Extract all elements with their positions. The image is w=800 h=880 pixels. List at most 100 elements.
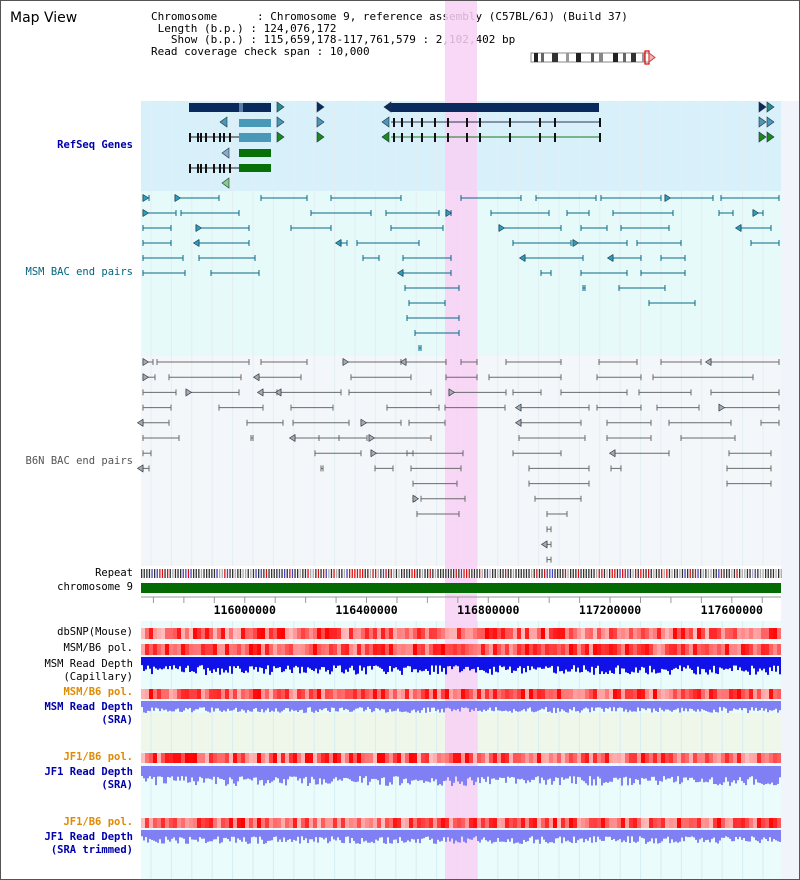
msm-depth-capillary-bar	[527, 657, 529, 666]
jf1-b6-pol-strip-cell	[437, 753, 441, 763]
jf1-depth-sra-bar	[491, 766, 493, 779]
dbsnp-strip-cell	[533, 628, 537, 639]
msm-b6-pol-strip-2-cell	[205, 689, 209, 699]
msm-depth-capillary-bar	[779, 657, 781, 675]
dbsnp-strip-cell	[181, 628, 185, 639]
jf1-depth-trimmed-bar	[281, 830, 283, 842]
jf1-b6-pol-strip-cell	[733, 753, 737, 763]
msm-b6-pol-strip-2-cell	[757, 689, 761, 699]
msm-depth-capillary-bar	[621, 657, 623, 669]
b6n-bac-pair-arrow	[136, 464, 144, 473]
dbsnp-strip-cell	[329, 628, 333, 639]
msm-b6-pol-strip-cell	[153, 644, 157, 655]
msm-depth-capillary-bar	[693, 657, 695, 674]
jf1-depth-sra-bar	[681, 766, 683, 783]
jf1-b6-pol-strip-cell	[653, 753, 657, 763]
msm-b6-pol-strip-2-cell	[253, 689, 257, 699]
jf1-depth-trimmed-bar	[537, 830, 539, 840]
jf1-depth-sra-bar	[495, 766, 497, 780]
jf1-b6-pol-strip-cell	[321, 753, 325, 763]
msm-depth-sra-bar	[327, 701, 329, 711]
msm-depth-capillary-bar	[295, 657, 297, 666]
jf1-b6-pol-strip-2-cell	[341, 818, 345, 828]
jf1-b6-pol-strip-2-cell	[305, 818, 309, 828]
jf1-depth-sra-bar	[203, 766, 205, 783]
jf1-depth-trimmed-bar	[777, 830, 779, 842]
msm-depth-capillary-bar	[687, 657, 689, 666]
b6n-bac-pair-arrow	[252, 373, 260, 382]
msm-b6-pol-strip-2-cell	[685, 689, 689, 699]
b6n-bac-pair-arrow	[704, 357, 712, 367]
track-label-refseq-genes[interactable]: RefSeq Genes	[57, 139, 133, 151]
msm-depth-capillary-bar	[495, 657, 497, 672]
jf1-b6-pol-strip-2-cell	[549, 818, 553, 828]
jf1-depth-trimmed-bar	[633, 830, 635, 842]
msm-depth-sra-bar	[203, 701, 205, 708]
jf1-depth-trimmed-bar	[287, 830, 289, 840]
jf1-depth-trimmed-bar	[275, 830, 277, 837]
msm-b6-pol-strip-2-cell	[141, 689, 145, 699]
repeat-mark	[187, 569, 190, 578]
repeat-mark	[702, 569, 704, 578]
repeat-mark	[185, 569, 187, 578]
gene-exon	[411, 133, 413, 142]
jf1-depth-sra-bar	[209, 766, 211, 779]
track-label-msm-bac[interactable]: MSM BAC end pairs	[25, 266, 133, 278]
msm-depth-sra-bar	[721, 701, 723, 711]
msm-depth-sra-bar	[299, 701, 301, 711]
msm-b6-pol-strip-cell	[725, 644, 729, 655]
jf1-depth-sra-bar	[715, 766, 717, 785]
msm-depth-sra-bar	[295, 701, 297, 711]
jf1-b6-pol-strip-2-cell	[537, 818, 541, 828]
jf1-depth-sra-bar	[355, 766, 357, 783]
msm-b6-pol-strip-cell	[229, 644, 233, 655]
repeat-mark	[707, 569, 710, 578]
jf1-depth-sra-bar	[185, 766, 187, 777]
dbsnp-strip-cell	[281, 628, 285, 639]
msm-b6-pol-strip-2-cell	[457, 689, 461, 699]
repeat-mark	[752, 569, 754, 578]
msm-depth-capillary-bar	[701, 657, 703, 669]
msm-b6-pol-strip-2-cell	[573, 689, 577, 699]
repeat-mark	[640, 569, 642, 578]
jf1-b6-pol-strip-2-cell	[409, 818, 413, 828]
msm-depth-capillary-bar	[743, 657, 745, 672]
repeat-mark	[151, 569, 153, 578]
msm-depth-sra-bar	[639, 701, 641, 712]
dbsnp-strip-cell	[249, 628, 253, 639]
jf1-depth-sra-bar	[395, 766, 397, 777]
dbsnp-strip-cell	[721, 628, 725, 639]
jf1-depth-trimmed-bar	[279, 830, 281, 840]
gene-block	[239, 119, 271, 127]
repeat-mark	[460, 569, 463, 578]
jf1-b6-pol-strip-2-cell	[189, 818, 193, 828]
jf1-depth-sra-bar	[539, 766, 541, 784]
ideogram-band	[623, 53, 626, 62]
jf1-b6-pol-strip-cell	[689, 753, 693, 763]
msm-depth-capillary-bar	[579, 657, 581, 673]
jf1-depth-trimmed-bar	[203, 830, 205, 839]
msm-depth-sra-bar	[699, 701, 701, 712]
repeat-mark	[411, 569, 413, 578]
jf1-b6-pol-strip-2-cell	[221, 818, 225, 828]
msm-b6-pol-strip-2-cell	[629, 689, 633, 699]
gene-arrow	[766, 101, 775, 113]
msm-b6-pol-strip-2-cell	[761, 689, 765, 699]
msm-b6-pol-strip-2-cell	[681, 689, 685, 699]
jf1-depth-sra-bar	[533, 766, 535, 780]
msm-depth-capillary-bar	[655, 657, 657, 674]
jf1-depth-sra-bar	[763, 766, 765, 785]
repeat-mark	[380, 569, 382, 578]
track-label-b6n-bac[interactable]: B6N BAC end pairs	[25, 455, 133, 467]
gene-arrow	[316, 131, 325, 143]
repeat-mark	[385, 569, 387, 578]
msm-depth-capillary-bar	[207, 657, 209, 668]
msm-depth-sra-bar	[575, 701, 577, 712]
msm-b6-pol-strip-2-cell	[709, 689, 713, 699]
msm-b6-pol-strip-2-cell	[453, 689, 457, 699]
msm-depth-capillary-bar	[151, 657, 153, 675]
jf1-b6-pol-strip-cell	[261, 753, 265, 763]
msm-b6-pol-strip-2-cell	[589, 689, 593, 699]
jf1-depth-trimmed-bar	[177, 830, 179, 844]
